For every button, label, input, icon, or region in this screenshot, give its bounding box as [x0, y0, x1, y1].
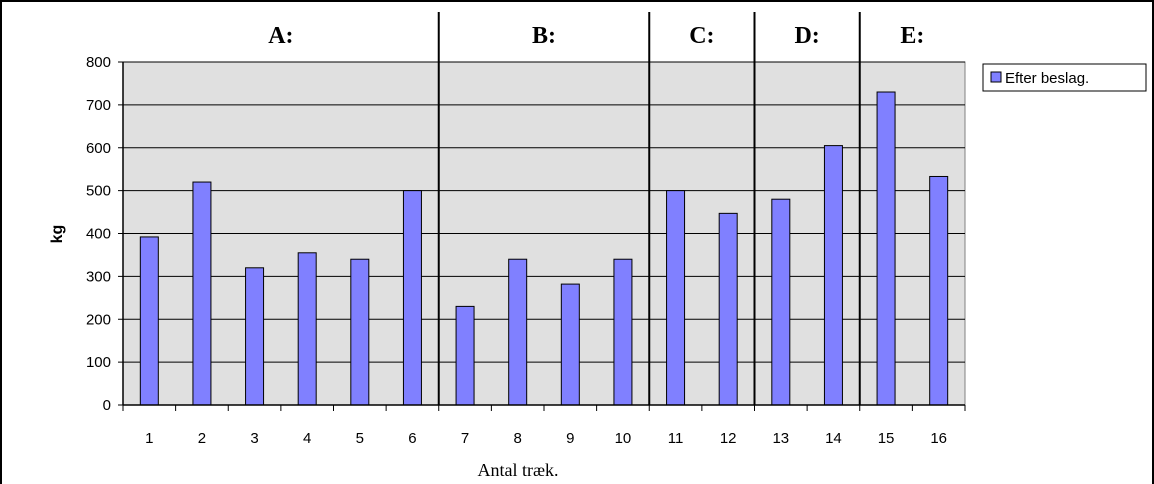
y-axis-label: kg — [49, 225, 66, 244]
x-axis: 1 2 3 4 5 6 7 8 9 10 11 12 13 14 15 16 — [122, 404, 966, 447]
x-tick-label: 16 — [930, 430, 947, 447]
x-tick-label: 5 — [356, 430, 364, 447]
bar — [139, 236, 159, 406]
legend-swatch — [990, 71, 1002, 83]
bar — [245, 267, 265, 406]
legend: Efter beslag. — [982, 63, 1147, 92]
bar — [823, 145, 843, 406]
x-tick-label: 3 — [250, 430, 258, 447]
x-tick-label: 8 — [514, 430, 522, 447]
section-label: B: — [532, 23, 556, 49]
legend-label: Efter beslag. — [1005, 70, 1089, 87]
x-tick-label: 1 — [145, 430, 153, 447]
y-tick-label: 800 — [86, 54, 111, 71]
y-tick-label: 200 — [86, 311, 111, 328]
x-tick-label: 7 — [461, 430, 469, 447]
y-tick-label: 300 — [86, 268, 111, 285]
x-tick-label: 14 — [825, 430, 842, 447]
x-axis-label: Antal træk. — [478, 460, 559, 480]
x-tick-label: 13 — [772, 430, 789, 447]
y-tick-label: 100 — [86, 354, 111, 371]
bar — [297, 252, 317, 406]
bar — [560, 283, 580, 406]
x-tick-label: 12 — [720, 430, 737, 447]
bar — [666, 190, 686, 406]
y-tick-label: 0 — [103, 397, 111, 414]
x-tick-label: 2 — [198, 430, 206, 447]
y-tick-label: 500 — [86, 183, 111, 200]
y-tick-label: 400 — [86, 226, 111, 243]
bar — [350, 258, 370, 406]
bar — [455, 305, 475, 406]
x-tick-label: 6 — [408, 430, 416, 447]
legend-box — [982, 63, 1147, 92]
y-axis: 0 100 200 300 400 500 600 700 800 — [86, 54, 124, 414]
bar — [613, 258, 633, 406]
x-tick-label: 11 — [668, 430, 684, 447]
x-tick-label: 9 — [566, 430, 574, 447]
section-label: E: — [900, 23, 924, 49]
section-dividers — [437, 12, 861, 405]
section-label: C: — [689, 23, 714, 49]
y-tick-label: 700 — [86, 97, 111, 114]
section-label: A: — [268, 23, 293, 49]
x-tick-label: 15 — [878, 430, 895, 447]
bar — [192, 181, 212, 406]
bars — [139, 91, 949, 406]
section-label: D: — [794, 23, 819, 49]
y-tick-label: 600 — [86, 140, 111, 157]
x-tick-label: 10 — [615, 430, 632, 447]
bar — [876, 91, 896, 406]
x-tick-label: 4 — [303, 430, 311, 447]
bar — [771, 198, 791, 406]
bar — [508, 258, 528, 406]
bar — [718, 212, 738, 406]
bar — [402, 190, 422, 406]
section-labels: A: B: C: D: E: — [268, 23, 924, 49]
bar — [929, 175, 949, 406]
